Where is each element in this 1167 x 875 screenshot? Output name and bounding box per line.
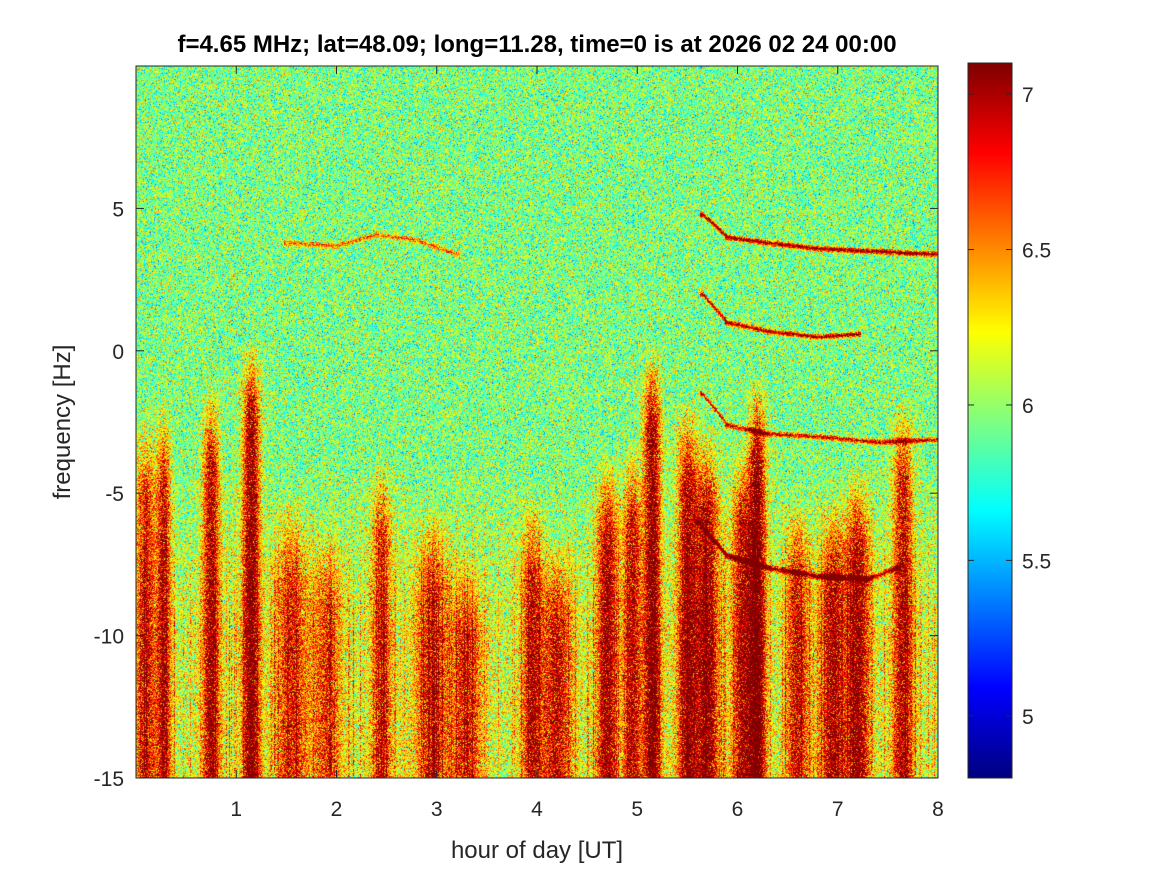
- y-axis-label: frequency [Hz]: [49, 345, 76, 500]
- x-axis-label: hour of day [UT]: [451, 837, 623, 864]
- y-tick-label: -5: [105, 483, 124, 506]
- colorbar-ticks: 5 5.5 6 6.5 7: [968, 84, 1051, 729]
- x-tick-label: 1: [230, 798, 242, 821]
- colorbar-frame: [967, 62, 1013, 779]
- x-tick-label: 5: [631, 798, 643, 821]
- y-tick-label: 0: [112, 341, 124, 364]
- x-tick-label: 6: [732, 798, 744, 821]
- colorbar-tick-label: 7: [1022, 84, 1034, 107]
- colorbar-gradient: [968, 63, 1012, 778]
- x-tick-label: 4: [531, 798, 543, 821]
- x-tick-label: 3: [431, 798, 443, 821]
- y-tick-label: 5: [112, 198, 124, 221]
- x-axis: 1 2 3 4 5 6 7 8: [230, 66, 944, 821]
- colorbar-tick-label: 6.5: [1022, 240, 1051, 263]
- x-tick-label: 2: [331, 798, 343, 821]
- spectrogram-heatmap: [136, 66, 938, 778]
- x-tick-label: 8: [932, 798, 944, 821]
- y-axis: -15 -10 -5 0 5: [94, 198, 938, 791]
- colorbar-tick-label: 6: [1022, 395, 1034, 418]
- x-tick-label: 7: [832, 798, 844, 821]
- y-tick-label: -15: [94, 768, 124, 791]
- colorbar: 5 5.5 6 6.5 7: [967, 62, 1051, 779]
- colorbar-tick-label: 5.5: [1022, 550, 1051, 573]
- heatmap-plot-area: [135, 65, 939, 779]
- y-tick-label: -10: [94, 626, 124, 649]
- chart-title: f=4.65 MHz; lat=48.09; long=11.28, time=…: [177, 31, 896, 58]
- colorbar-tick-label: 5: [1022, 706, 1034, 729]
